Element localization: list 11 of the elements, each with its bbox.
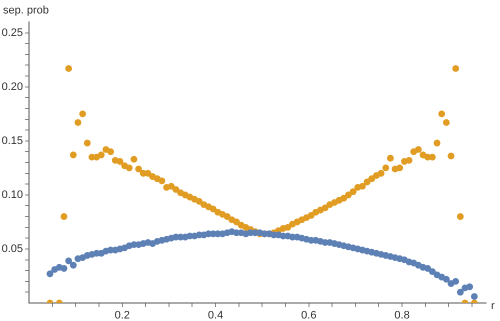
x-tick-label: 0.4 (208, 310, 224, 321)
y-tick-label: 0.10 (2, 188, 23, 201)
y-tick-label: 0.25 (2, 26, 23, 39)
x-tick-label: 0.6 (301, 310, 316, 321)
y-tick-label: 0.20 (2, 80, 23, 93)
x-axis-title: r (491, 300, 495, 312)
y-tick-label: 0.15 (2, 134, 23, 147)
y-axis-title: sep. prob (3, 4, 49, 17)
y-tick-label: 0.05 (2, 242, 23, 255)
x-tick-label: 0.2 (114, 310, 130, 321)
x-tick-label: 0.8 (394, 310, 410, 321)
